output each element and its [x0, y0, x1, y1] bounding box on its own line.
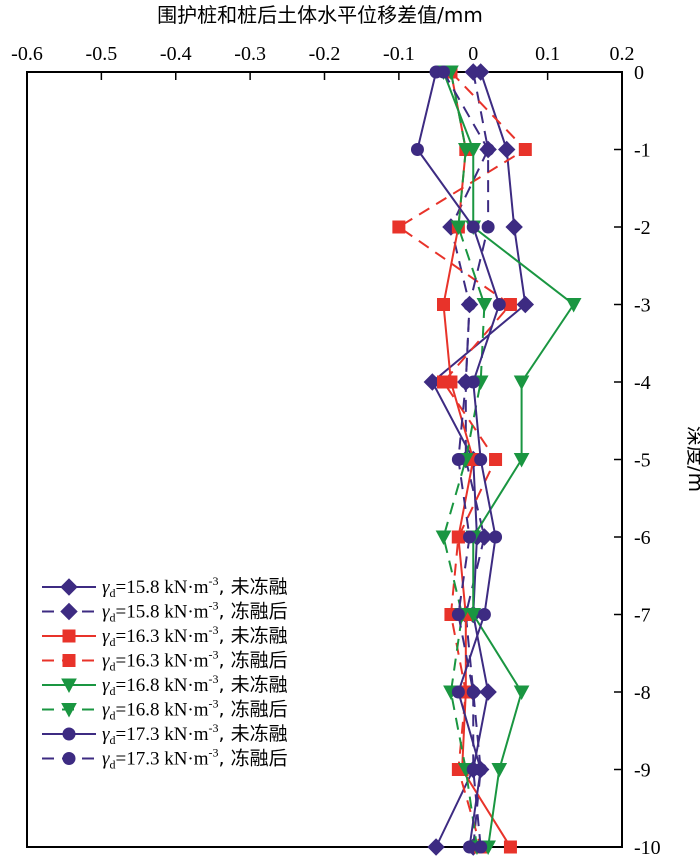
legend-label: γd=15.8 kN·m-3, 冻融后 [102, 599, 288, 625]
data-point [437, 375, 450, 389]
data-point [489, 530, 503, 544]
x-axis-title: 围护桩和桩后土体水平位移差值/mm [157, 3, 483, 27]
data-point [474, 453, 488, 466]
data-point [463, 840, 477, 854]
x-tick-label: 0.2 [610, 43, 635, 65]
y-tick-label: 0 [634, 62, 644, 84]
legend-label: γd=16.8 kN·m-3, 冻融后 [102, 697, 288, 723]
data-point [513, 685, 530, 701]
legend-label: γd=17.3 kN·m-3, 冻融后 [102, 746, 288, 772]
series-line [442, 71, 486, 848]
data-point [492, 298, 506, 311]
data-point [464, 63, 482, 81]
legend-label: γd=16.3 kN·m-3, 未冻融 [102, 623, 288, 649]
data-point [466, 220, 480, 234]
data-point [62, 752, 76, 765]
x-tick-label: -0.3 [234, 43, 266, 65]
data-point [457, 143, 474, 158]
legend-item: γd=16.8 kN·m-3, 冻融后 [42, 697, 288, 723]
data-point [463, 530, 477, 544]
x-tick-label: -0.4 [160, 43, 192, 65]
legend-label: γd=17.3 kN·m-3, 未冻融 [102, 721, 288, 747]
data-point [451, 685, 465, 699]
data-point [466, 685, 480, 699]
y-tick-label: -5 [634, 450, 651, 472]
series-layer [392, 63, 582, 856]
legend-label: γd=16.3 kN·m-3, 冻融后 [102, 648, 288, 674]
data-point [60, 602, 78, 621]
data-point [505, 218, 523, 236]
y-tick-label: -6 [634, 527, 651, 549]
y-tick-label: -10 [634, 837, 661, 859]
data-point [477, 608, 491, 621]
y-tick-label: -3 [634, 295, 651, 317]
x-tick-label: -0.6 [11, 43, 43, 65]
legend-item: γd=15.8 kN·m-3, 未冻融 [42, 574, 288, 600]
data-point [503, 298, 517, 311]
data-point [465, 608, 482, 623]
data-point [474, 840, 488, 854]
data-point [516, 295, 535, 314]
legend-item: γd=16.3 kN·m-3, 冻融后 [42, 648, 288, 674]
data-point [459, 375, 473, 389]
x-tick-label: 0 [468, 43, 478, 65]
y-axis: 0 -1 -2 -3 -4 -5 -6 -7 -8 -9 -10 [614, 62, 661, 859]
data-point [463, 298, 477, 311]
series-8 [437, 65, 495, 854]
x-tick-label: -0.5 [86, 43, 118, 65]
x-tick-label: -0.2 [309, 43, 341, 65]
legend-item: γd=17.3 kN·m-3, 未冻融 [42, 721, 288, 747]
y-tick-label: -7 [634, 605, 651, 627]
y-tick-label: -9 [634, 760, 651, 782]
legend-item: γd=17.3 kN·m-3, 冻融后 [42, 746, 288, 772]
data-point [451, 530, 465, 544]
data-point [481, 143, 495, 156]
data-point [435, 530, 452, 546]
data-point [489, 453, 503, 466]
data-point [60, 578, 78, 596]
data-point [451, 453, 465, 466]
legend-item: γd=16.8 kN·m-3, 未冻融 [42, 672, 288, 698]
data-point [61, 703, 77, 718]
data-point [513, 453, 530, 468]
data-point [437, 65, 450, 79]
legend-label: γd=15.8 kN·m-3, 未冻融 [102, 574, 288, 600]
legend-label: γd=16.8 kN·m-3, 未冻融 [102, 672, 288, 698]
data-point [427, 838, 445, 856]
data-point [479, 683, 497, 701]
data-point [481, 220, 495, 234]
y-tick-label: -4 [634, 372, 651, 394]
data-point [62, 654, 76, 667]
data-point [450, 220, 467, 236]
legend-item: γd=15.8 kN·m-3, 冻融后 [42, 599, 288, 625]
data-point [518, 143, 532, 156]
x-axis: -0.6 -0.5 -0.4 -0.3 -0.2 -0.1 0 0.1 0.2 [11, 43, 635, 80]
legend-item: γd=16.3 kN·m-3, 未冻融 [42, 623, 288, 649]
data-point [513, 375, 530, 391]
data-point [62, 629, 76, 643]
y-tick-label: -1 [634, 140, 651, 162]
y-tick-label: -8 [634, 682, 651, 704]
series-line [449, 71, 490, 848]
data-point [503, 840, 517, 854]
data-point [476, 298, 493, 313]
data-point [392, 220, 406, 234]
data-point [451, 608, 465, 621]
data-point [498, 140, 516, 159]
x-tick-label: 0.1 [535, 43, 560, 65]
y-axis-title: 深度/m [684, 426, 700, 492]
data-point [410, 143, 424, 156]
data-point [466, 763, 480, 776]
data-point [62, 727, 76, 741]
data-point [565, 298, 582, 313]
data-point [491, 763, 508, 778]
data-point [61, 678, 77, 694]
y-tick-label: -2 [634, 217, 651, 239]
data-point [437, 298, 450, 311]
x-tick-label: -0.1 [383, 43, 415, 65]
